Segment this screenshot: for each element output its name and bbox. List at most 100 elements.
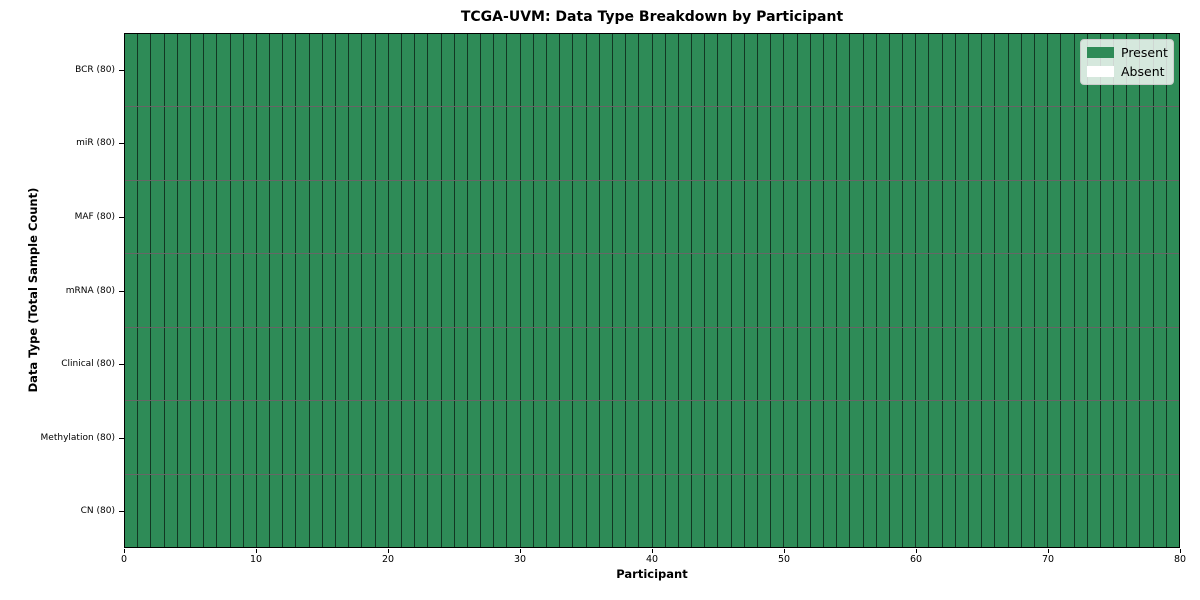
heatmap-cell <box>454 254 468 327</box>
heatmap-cell <box>744 474 758 547</box>
heatmap-cell <box>771 327 785 401</box>
heatmap-cell <box>1114 180 1128 254</box>
heatmap-cell <box>243 180 257 254</box>
heatmap-cell <box>507 327 521 401</box>
heatmap-cell <box>995 254 1009 327</box>
heatmap-cell <box>256 180 271 254</box>
heatmap-cell <box>270 474 284 547</box>
heatmap-cell <box>1061 107 1075 180</box>
heatmap-cell <box>428 254 442 327</box>
x-tick-label: 50 <box>777 554 791 565</box>
heatmap-cell <box>177 180 191 254</box>
heatmap-cell <box>731 34 745 107</box>
heatmap-cell <box>678 180 693 254</box>
y-tick-label: mRNA (80) <box>65 285 115 296</box>
heatmap-cell <box>560 107 574 180</box>
heatmap-cell <box>784 34 798 107</box>
heatmap-cell <box>1114 254 1128 327</box>
heatmap-cell <box>494 34 508 107</box>
heatmap-cell <box>771 474 785 547</box>
heatmap-cell <box>1140 327 1154 401</box>
heatmap-cell <box>586 327 600 401</box>
heatmap-cell <box>138 401 152 474</box>
heatmap-cell <box>837 254 851 327</box>
heatmap-cell <box>573 474 587 547</box>
heatmap-cell <box>507 474 521 547</box>
heatmap-cell <box>1114 474 1128 547</box>
heatmap-cell <box>230 107 244 180</box>
heatmap-cell <box>692 254 706 327</box>
heatmap-cell <box>151 107 165 180</box>
heatmap-cell <box>560 474 574 547</box>
heatmap-cell <box>138 180 152 254</box>
heatmap-cell <box>626 474 640 547</box>
heatmap-cell <box>1048 474 1062 547</box>
heatmap-cell <box>467 34 482 107</box>
heatmap-cell <box>1140 180 1154 254</box>
heatmap-cell <box>982 180 996 254</box>
heatmap-cell <box>520 107 534 180</box>
heatmap-cell <box>692 34 706 107</box>
heatmap-cell <box>401 34 416 107</box>
heatmap-cell <box>626 401 640 474</box>
heatmap-cell <box>705 474 719 547</box>
heatmap-cell <box>256 254 271 327</box>
heatmap-cell <box>481 254 495 327</box>
heatmap-cell <box>467 254 482 327</box>
heatmap-cell <box>942 180 956 254</box>
heatmap-cell <box>454 34 468 107</box>
heatmap-cell <box>164 34 178 107</box>
heatmap-cell <box>1034 474 1049 547</box>
heatmap-cell <box>1166 401 1179 474</box>
heatmap-cell <box>309 254 323 327</box>
heatmap-cell <box>863 474 877 547</box>
y-tick-mark <box>119 143 124 145</box>
heatmap-cell <box>467 107 482 180</box>
x-tick-label: 30 <box>513 554 527 565</box>
heatmap-cell <box>217 401 231 474</box>
heatmap-cell <box>283 254 297 327</box>
heatmap-cell <box>388 401 402 474</box>
heatmap-cell <box>1166 254 1179 327</box>
heatmap-cell <box>520 180 534 254</box>
heatmap-cell <box>810 107 824 180</box>
heatmap-cell <box>454 401 468 474</box>
heatmap-cell <box>507 254 521 327</box>
heatmap-cell <box>151 474 165 547</box>
heatmap-cell <box>850 107 864 180</box>
heatmap-cell <box>164 401 178 474</box>
x-tick-label: 20 <box>381 554 395 565</box>
heatmap-cell <box>850 401 864 474</box>
heatmap-cell <box>1087 474 1101 547</box>
heatmap-cell <box>639 254 653 327</box>
heatmap-cell <box>296 254 310 327</box>
heatmap-cell <box>362 327 376 401</box>
heatmap-cell <box>322 107 336 180</box>
heatmap-cell <box>916 107 930 180</box>
heatmap-cell <box>296 34 310 107</box>
heatmap-cell <box>573 107 587 180</box>
heatmap-cell <box>889 107 904 180</box>
heatmap-cell <box>467 401 482 474</box>
heatmap-cell <box>309 327 323 401</box>
heatmap-cell <box>138 107 152 180</box>
heatmap-cell <box>1127 474 1141 547</box>
heatmap-cell <box>270 254 284 327</box>
heatmap-cell <box>665 401 679 474</box>
heatmap-cell <box>705 107 719 180</box>
heatmap-cell <box>1074 474 1088 547</box>
heatmap-cell <box>823 107 838 180</box>
heatmap-cell <box>942 107 956 180</box>
heatmap-cell <box>705 401 719 474</box>
x-tick-mark <box>784 549 785 553</box>
heatmap-cell <box>599 401 613 474</box>
heatmap-cell <box>125 474 139 547</box>
heatmap-cell <box>1074 180 1088 254</box>
heatmap-cell <box>349 254 363 327</box>
x-tick-label: 0 <box>120 554 128 565</box>
heatmap-cell <box>428 474 442 547</box>
heatmap-cell <box>375 254 389 327</box>
heatmap-cell <box>125 34 139 107</box>
heatmap-cell <box>190 474 205 547</box>
heatmap-cell <box>1008 327 1022 401</box>
